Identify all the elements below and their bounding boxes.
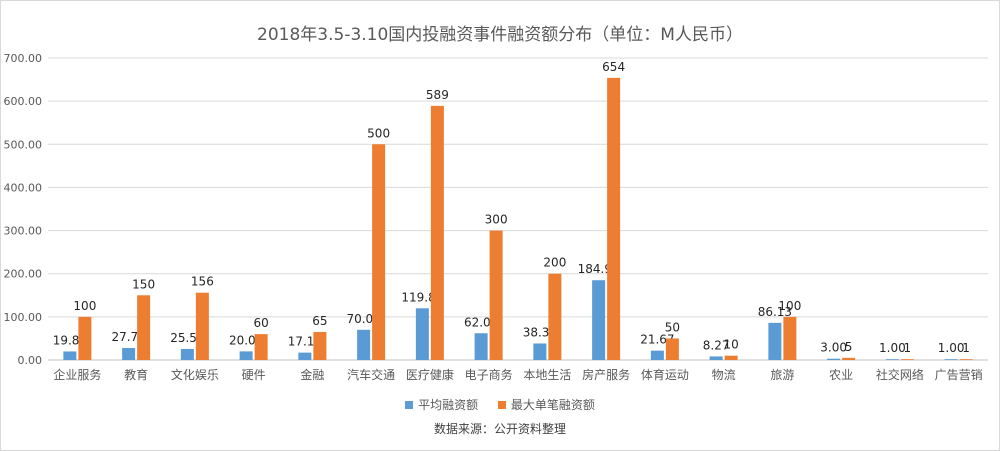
data-label-max: 300 (485, 213, 508, 227)
x-tick-label: 体育运动 (641, 367, 689, 382)
x-tick-label: 社交网络 (876, 367, 924, 382)
bar-average (709, 356, 723, 360)
bar-max (137, 295, 151, 360)
bar-average (63, 351, 77, 360)
data-label-max: 1 (962, 341, 970, 355)
x-tick-label: 硬件 (242, 368, 266, 382)
bar-max (489, 230, 503, 360)
y-tick-label: 300.00 (4, 225, 43, 238)
data-label-max: 100 (778, 299, 801, 313)
data-label-max: 654 (602, 60, 625, 74)
data-label-max: 100 (73, 299, 96, 313)
bar-max (313, 331, 327, 360)
bar-max (900, 359, 914, 360)
x-tick-label: 电子商务 (465, 367, 513, 382)
data-label-average: 3.00 (820, 341, 847, 355)
bar-average (474, 333, 488, 360)
x-tick-label: 教育 (124, 367, 148, 382)
y-tick-label: 400.00 (4, 181, 43, 194)
x-tick-label: 广告营销 (935, 368, 983, 382)
data-label-max: 150 (132, 277, 155, 291)
y-tick-label: 200.00 (4, 268, 43, 281)
data-label-average: 1.00 (938, 341, 965, 355)
bar-max (783, 316, 797, 360)
bar-max (842, 357, 856, 360)
bar-max (195, 292, 209, 360)
data-label-max: 60 (253, 316, 268, 330)
legend-label-average: 平均融资额 (418, 398, 479, 412)
bar-average (768, 322, 782, 360)
x-tick-label: 农业 (829, 368, 853, 382)
bar-average (533, 343, 547, 360)
x-tick-label: 旅游 (770, 368, 794, 382)
bar-average (944, 359, 958, 360)
x-tick-label: 医疗健康 (406, 367, 454, 382)
bar-max (78, 316, 92, 360)
bar-average (827, 358, 841, 360)
bar-average (180, 348, 194, 360)
data-label-average: 8.27 (703, 338, 730, 352)
data-label-max: 10 (723, 338, 738, 352)
legend-item-max: 最大单笔融资额 (497, 396, 595, 413)
legend-swatch-average (405, 400, 414, 409)
data-label-max: 500 (367, 126, 390, 140)
bar-average (298, 352, 312, 360)
bar-average (885, 359, 899, 360)
data-label-average: 86.13 (758, 305, 792, 319)
legend-item-average: 平均融资额 (405, 396, 478, 413)
y-tick-label: 0.00 (18, 354, 43, 367)
x-tick-label: 企业服务 (53, 367, 101, 382)
bar-max (665, 338, 679, 360)
bar-average (357, 329, 371, 360)
legend-label-max: 最大单笔融资额 (510, 398, 595, 412)
x-tick-label: 物流 (712, 368, 736, 382)
bar-max (607, 77, 621, 361)
data-label-max: 5 (845, 340, 853, 354)
y-tick-label: 700.00 (4, 52, 43, 65)
data-label-max: 200 (543, 256, 566, 270)
data-label-max: 589 (426, 88, 449, 102)
x-tick-label: 汽车交通 (347, 367, 395, 382)
bar-average (650, 350, 664, 360)
data-label-max: 65 (312, 314, 327, 328)
y-tick-label: 500.00 (4, 138, 43, 151)
bar-max (430, 105, 444, 360)
legend: 平均融资额 最大单笔融资额 (0, 396, 1000, 413)
y-tick-label: 600.00 (4, 95, 43, 108)
x-tick-label: 文化娱乐 (171, 367, 219, 382)
bar-average (239, 351, 253, 360)
bar-average (592, 280, 606, 360)
data-label-max: 156 (191, 275, 214, 289)
bar-max (724, 355, 738, 360)
bar-max (254, 334, 268, 360)
bar-max (548, 273, 562, 360)
data-label-max: 50 (665, 320, 680, 334)
x-tick-label: 本地生活 (523, 368, 571, 382)
source-note: 数据来源：公开资料整理 (433, 422, 566, 436)
x-tick-label: 房产服务 (582, 367, 630, 382)
bar-average (122, 348, 136, 360)
chart-title: 2018年3.5-3.10国内投融资事件融资额分布（单位：M人民币） (257, 25, 743, 45)
legend-swatch-max (497, 400, 506, 409)
y-tick-label: 100.00 (4, 311, 43, 324)
bar-average (415, 308, 429, 360)
data-label-average: 1.00 (879, 341, 906, 355)
bar-max (959, 359, 973, 360)
data-label-max: 1 (904, 341, 912, 355)
x-tick-label: 金融 (300, 367, 324, 382)
bar-max (372, 144, 386, 360)
